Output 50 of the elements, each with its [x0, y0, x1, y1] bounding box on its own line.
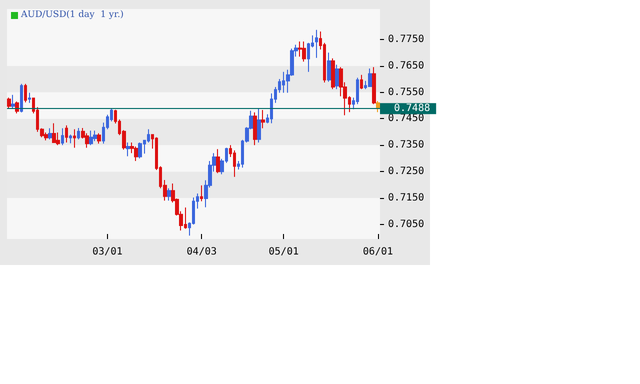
- candlestick: [11, 94, 15, 109]
- y-tick-label: 0.7450: [388, 113, 424, 124]
- x-tick-label: 05/01: [268, 246, 299, 258]
- candlestick: [138, 142, 142, 159]
- candlestick: [28, 92, 31, 104]
- candlestick: [93, 130, 97, 142]
- candlestick: [97, 132, 101, 144]
- candlestick: [126, 142, 130, 157]
- candlestick: [302, 41, 306, 62]
- candlestick: [253, 112, 257, 146]
- candlestick: [261, 109, 265, 129]
- candlestick: [134, 146, 138, 162]
- candlestick: [356, 77, 359, 105]
- candlestick: [327, 52, 331, 82]
- candlestick: [257, 108, 261, 144]
- candlestick: [315, 29, 318, 58]
- y-tick-label: 0.7250: [388, 166, 424, 178]
- y-tick-label: 0.7350: [388, 140, 424, 151]
- x-tick-label: 03/01: [92, 246, 122, 258]
- candlestick: [372, 66, 376, 105]
- candlestick: [73, 128, 76, 148]
- y-tick-label: 0.7150: [388, 192, 424, 204]
- y-tick-label: 0.7650: [388, 60, 424, 72]
- candlestick: [69, 134, 72, 144]
- candlestick: [24, 83, 27, 103]
- candlestick: [360, 74, 363, 90]
- ref-line-label: 0.7488: [394, 103, 430, 114]
- candlestick: [52, 122, 56, 144]
- candlestick: [298, 41, 302, 58]
- candlestick: [48, 128, 52, 140]
- candlestick: [89, 130, 93, 146]
- x-tick-label: 04/03: [186, 246, 217, 258]
- candlestick: [20, 83, 23, 113]
- candlestick: [167, 188, 171, 202]
- y-tick-label: 0.7550: [388, 86, 424, 98]
- y-tick-label: 0.7750: [388, 34, 424, 45]
- chart-title: AUD/USD(1 day 1 yr.): [21, 10, 124, 20]
- candlestick: [331, 58, 335, 90]
- candlestick: [376, 100, 380, 113]
- candlestick: [61, 128, 64, 146]
- y-tick-label: 0.7050: [388, 218, 424, 230]
- candlestick: [44, 132, 48, 141]
- x-tick-label: 06/01: [362, 246, 394, 258]
- candlestick: [65, 124, 68, 144]
- candlestick: [200, 184, 203, 202]
- candlestick: [216, 148, 220, 174]
- candlestick: [368, 68, 372, 88]
- candlestick: [7, 97, 11, 109]
- candlestick: [77, 127, 80, 140]
- candlestick: [335, 64, 339, 90]
